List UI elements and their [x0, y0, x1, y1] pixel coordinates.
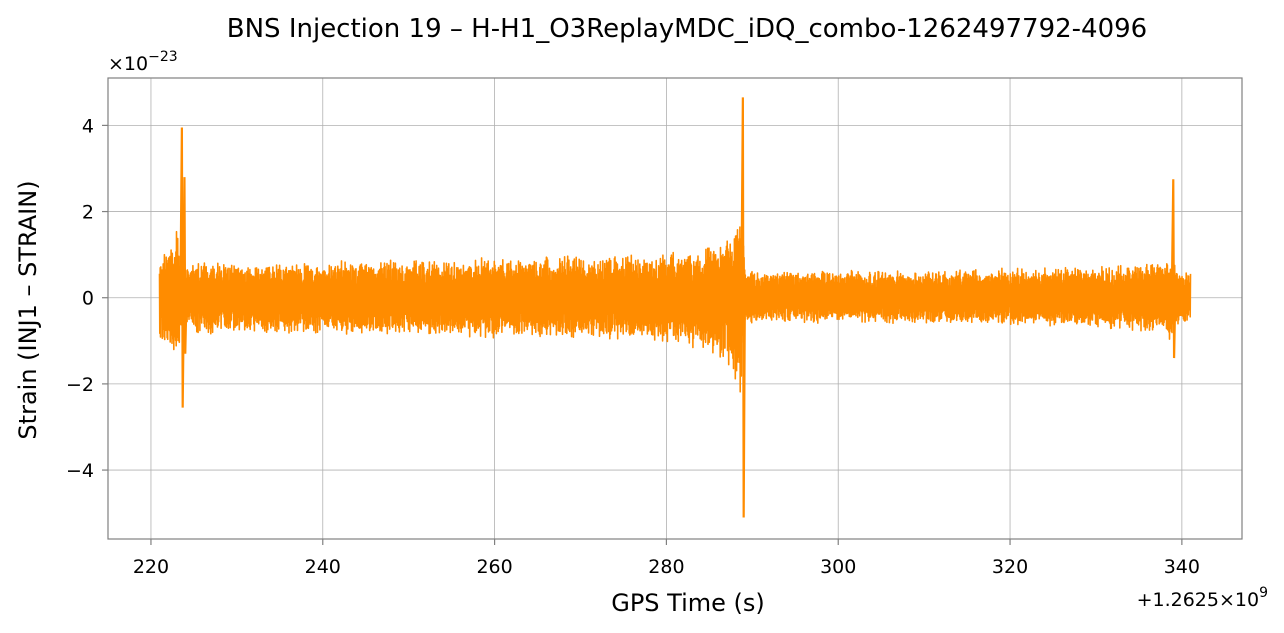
x-tick-label: 260: [476, 556, 512, 578]
y-scale-factor: ×10−23: [108, 49, 178, 75]
y-tick-label: −4: [66, 460, 94, 482]
strain-spike: [740, 97, 746, 518]
y-tick-label: 4: [82, 115, 94, 137]
strain-spike: [181, 177, 188, 354]
y-tick-label: 2: [82, 202, 94, 224]
y-tick-label: 0: [82, 288, 94, 310]
x-offset-factor: +1.2625×109: [1137, 585, 1268, 611]
x-tick-label: 340: [1164, 556, 1200, 578]
strain-series: [158, 97, 1192, 518]
x-tick-label: 300: [820, 556, 856, 578]
x-axis-ticks: 220 240 260 280 300 320 340: [133, 539, 1200, 578]
plot-frame: [107, 77, 1243, 540]
y-tick-label: −2: [66, 374, 94, 396]
y-axis-ticks: −4 −2 0 2 4: [66, 115, 108, 482]
x-tick-label: 220: [133, 556, 169, 578]
strain-line: [158, 222, 1192, 393]
x-tick-label: 320: [992, 556, 1028, 578]
x-offset-exponent: 9: [1259, 585, 1268, 601]
chart-title: BNS Injection 19 – H-H1_O3ReplayMDC_iDQ_…: [227, 14, 1147, 44]
x-tick-label: 240: [305, 556, 341, 578]
y-scale-exponent: −23: [148, 49, 178, 65]
x-tick-label: 280: [648, 556, 684, 578]
y-scale-base: ×10: [108, 53, 148, 75]
x-axis-label: GPS Time (s): [611, 589, 765, 617]
x-offset-base: +1.2625×10: [1137, 589, 1260, 611]
strain-spike: [1170, 179, 1177, 359]
y-axis-label: Strain (INJ1 – STRAIN): [14, 180, 42, 439]
